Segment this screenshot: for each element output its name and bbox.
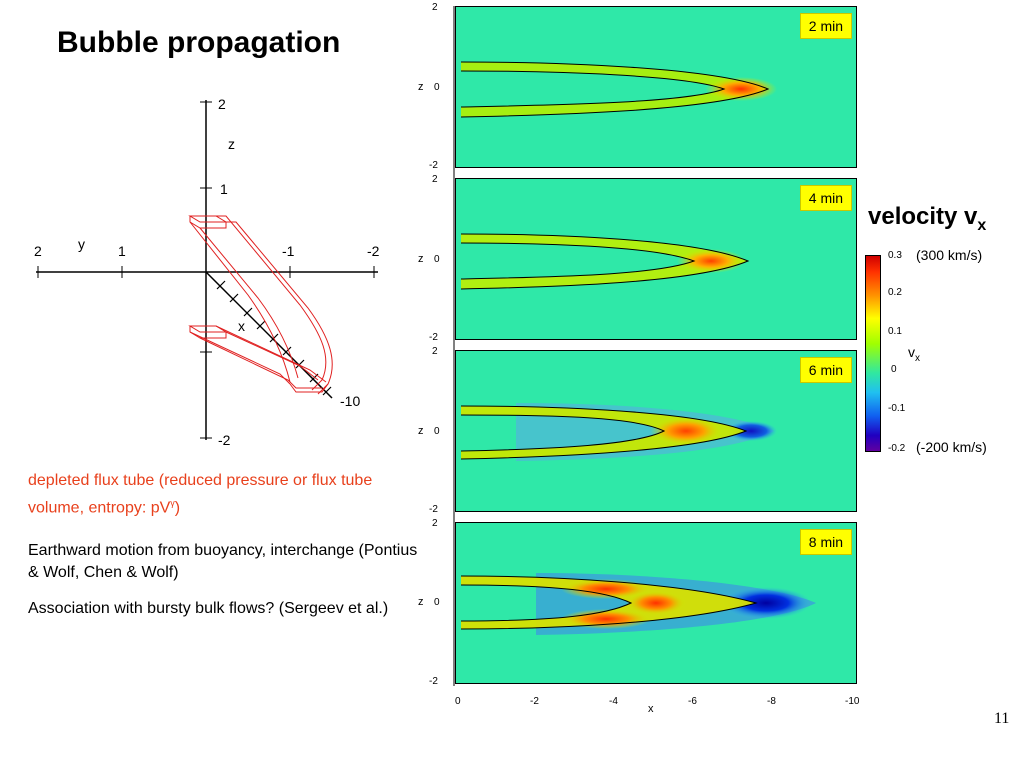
p2-z-tick-neg2: -2 [429,332,438,343]
time-label-2min: 2 min [799,13,852,39]
x-tick-neg6: -6 [688,696,697,707]
diagram-y-label: y [78,236,85,252]
p2-z-tick-2: 2 [432,174,438,185]
diagram-y-tick-1: 1 [118,243,126,259]
p4-z-tick-neg2: -2 [429,676,438,687]
x-tick-neg10: -10 [845,696,860,707]
colorbar-tick-neg0.1: -0.1 [888,403,906,414]
simulation-panel-8min: 8 min [455,522,857,684]
velocity-title: velocity vx [868,203,987,234]
diagram-x-tick-neg10: -10 [340,393,361,409]
time-label-6min: 6 min [799,357,852,383]
p3-z-tick-neg2: -2 [429,504,438,515]
p1-z-tick-0: 0 [434,82,440,93]
p4-z-tick-2: 2 [432,518,438,529]
x-tick-0: 0 [455,696,461,707]
p2-z-label: z [418,253,424,265]
bursty-flows-text: Association with bursty bulk flows? (Ser… [28,600,389,617]
x-tick-neg4: -4 [609,696,618,707]
earthward-motion-text: Earthward motion from buoyancy, intercha… [28,542,418,581]
p1-z-label: z [418,81,424,93]
colorbar-tick-0.2: 0.2 [888,287,902,298]
x-tick-neg2: -2 [530,696,539,707]
p3-z-tick-2: 2 [432,346,438,357]
colorbar-tick-0.1: 0.1 [888,326,902,337]
colorbar-tick-neg0.2: -0.2 [888,443,906,454]
x-axis-label: x [648,703,654,715]
p2-z-tick-0: 0 [434,254,440,265]
colorbar-unit-bottom: (-200 km/s) [916,439,987,455]
flux-tube-diagram [36,100,378,440]
colorbar-tick-0: 0 [891,364,897,375]
diagram-y-tick-neg2: -2 [367,243,380,259]
diagram-x-label: x [238,318,245,334]
page-number: 11 [994,710,1010,727]
time-label-8min: 8 min [799,529,852,555]
diagram-y-tick-neg1: -1 [282,243,295,259]
depleted-flux-tube-text: depleted flux tube (reduced pressure or … [28,472,373,517]
simulation-panel-6min: 6 min [455,350,857,512]
panel-left-axes [453,6,455,686]
p4-z-tick-0: 0 [434,597,440,608]
p3-z-tick-0: 0 [434,426,440,437]
simulation-panel-4min: 4 min [455,178,857,340]
p3-z-label: z [418,425,424,437]
p4-z-label: z [418,596,424,608]
x-tick-neg8: -8 [767,696,776,707]
diagram-z-tick-2: 2 [218,96,226,112]
colorbar [865,255,881,452]
diagram-y-tick-2: 2 [34,243,42,259]
time-label-4min: 4 min [799,185,852,211]
diagram-z-tick-1: 1 [220,181,228,197]
colorbar-tick-0.3: 0.3 [888,250,902,261]
page-title: Bubble propagation [57,26,341,59]
p1-z-tick-neg2: -2 [429,160,438,171]
simulation-panel-2min: 2 min [455,6,857,168]
colorbar-vx-label: vx [908,344,920,364]
diagram-z-tick-neg2: -2 [218,432,231,448]
diagram-z-label: z [228,136,235,152]
colorbar-unit-top: (300 km/s) [916,247,983,263]
p1-z-tick-2: 2 [432,2,438,13]
